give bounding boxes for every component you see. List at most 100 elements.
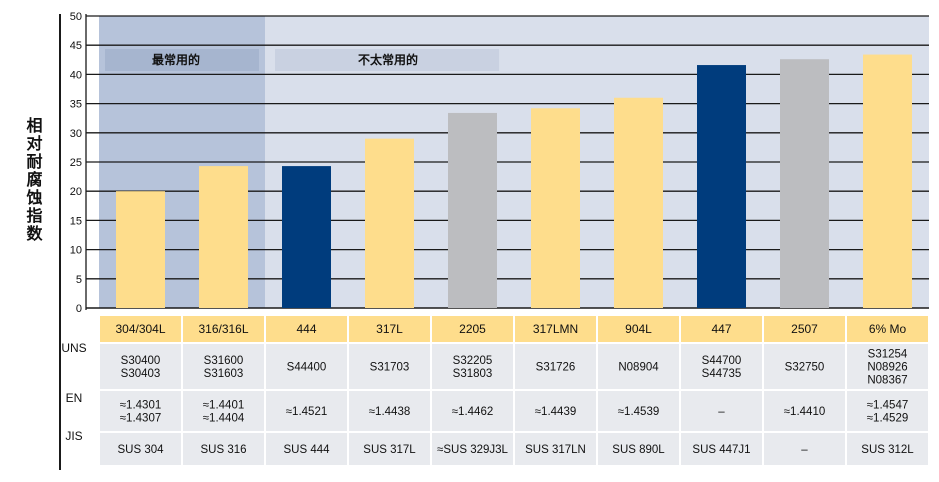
table-cell xyxy=(681,391,762,431)
table-cell-text: SUS 312L xyxy=(861,444,914,456)
y-tick-label: 40 xyxy=(70,69,82,81)
table-cell-text: S32750 xyxy=(785,362,825,374)
table-cell-line: S31603 xyxy=(204,368,244,380)
grade-label: 316/316L xyxy=(198,322,248,336)
table-cell-line: N08904 xyxy=(618,362,659,374)
y-axis-label: 相对耐腐蚀指数 xyxy=(24,116,44,243)
table-cell-line: S44400 xyxy=(287,362,327,374)
table-cell-text: ≈1.4539 xyxy=(618,406,660,418)
table-cell-text: ≈SUS 329J3L xyxy=(437,444,508,456)
table-cell xyxy=(598,391,679,431)
row-label-uns: UNS xyxy=(61,341,86,355)
bar-317L xyxy=(365,138,414,308)
table-cell-line: SUS 304 xyxy=(117,444,164,456)
table-cell xyxy=(515,344,596,389)
table-cell-line: SUS 312L xyxy=(861,444,914,456)
table-cell xyxy=(681,344,762,389)
row-label-jis: JIS xyxy=(65,429,82,443)
table-cell-line: ≈1.4301 xyxy=(120,400,162,412)
table-cell-line: SUS 317L xyxy=(363,444,416,456)
grade-label: 444 xyxy=(296,322,316,336)
table-cell-text: ≈1.4439 xyxy=(535,406,577,418)
table-cell-text: ≈1.4438 xyxy=(369,406,411,418)
grade-label: 2507 xyxy=(791,322,818,336)
table-cell-text: S32205 S31803 xyxy=(453,355,493,380)
table-cell-line: SUS 447J1 xyxy=(692,444,750,456)
table-cell xyxy=(100,391,181,431)
table-cell xyxy=(598,433,679,465)
table-cell xyxy=(100,433,181,465)
table-cell-text: ≈1.4462 xyxy=(452,406,494,418)
y-tick-labels: 0 5 10 15 20 25 30 35 40 45 50 xyxy=(70,11,82,315)
table-cell-line: – xyxy=(801,444,808,456)
table-cell xyxy=(266,344,347,389)
y-tick-label: 50 xyxy=(70,11,82,23)
grade-cell xyxy=(432,316,513,342)
y-tick-label: 20 xyxy=(70,186,82,198)
table-cell-line: ≈1.4438 xyxy=(369,406,411,418)
table-cell-text: S30400 S30403 xyxy=(121,355,161,380)
bar-316/316L xyxy=(199,166,248,308)
table-cell-line: ≈1.4529 xyxy=(867,413,909,425)
table-cell-text: S31726 xyxy=(536,362,576,374)
table-cell-text: S44700 S44735 xyxy=(702,355,742,380)
grade-table: 304/304L S30400 S30403 ≈1.4301 ≈1.4307 SUS 30… xyxy=(61,316,928,465)
table-cell-line: – xyxy=(718,406,725,418)
table-cell xyxy=(764,391,845,431)
table-cell-text: ≈1.4401 ≈1.4404 xyxy=(203,400,245,425)
table-cell-line: ≈1.4521 xyxy=(286,406,328,418)
bar-447 xyxy=(697,65,746,308)
grade-label: 2205 xyxy=(459,322,486,336)
bar-904L xyxy=(614,97,663,308)
y-tick-label: 0 xyxy=(76,303,82,315)
bar-444 xyxy=(282,166,331,308)
table-cell-line: S31600 xyxy=(204,355,244,367)
table-cell xyxy=(100,344,181,389)
table-cell-text: SUS 890L xyxy=(612,444,665,456)
table-cell-line: N08367 xyxy=(867,375,907,387)
bar-6% Mo xyxy=(863,54,912,308)
band-label-2: 不太常用的 xyxy=(358,52,418,67)
grade-cell xyxy=(183,316,264,342)
grade-cell xyxy=(764,316,845,342)
table-cell-text: SUS 447J1 xyxy=(692,444,750,456)
table-cell-line: ≈1.4410 xyxy=(784,406,826,418)
table-cell xyxy=(266,433,347,465)
y-tick-label: 45 xyxy=(70,40,82,52)
band-label-1: 最常用的 xyxy=(152,52,200,67)
table-cell-line: S31254 xyxy=(868,349,908,361)
table-cell-text: ≈1.4547 ≈1.4529 xyxy=(867,400,909,425)
table-cell-text: S44400 xyxy=(287,362,327,374)
table-cell-line: S44735 xyxy=(702,368,742,380)
y-tick-label: 15 xyxy=(70,215,82,227)
table-cell xyxy=(847,391,928,431)
grade-label: 447 xyxy=(711,322,731,336)
grade-cell xyxy=(847,316,928,342)
table-cell-text: ≈1.4301 ≈1.4307 xyxy=(120,400,162,425)
table-cell-line: SUS 316 xyxy=(200,444,246,456)
table-cell-line: ≈1.4462 xyxy=(452,406,494,418)
table-cell xyxy=(432,433,513,465)
table-cell-line: S31726 xyxy=(536,362,576,374)
y-tick-label: 30 xyxy=(70,128,82,140)
table-cell-text: SUS 304 xyxy=(117,444,164,456)
table-cell xyxy=(266,391,347,431)
grade-label: 317L xyxy=(376,322,403,336)
bar-2507 xyxy=(780,59,829,308)
table-cell-text: N08904 xyxy=(618,362,659,374)
bars xyxy=(116,54,912,308)
band-label-bg-2 xyxy=(275,49,500,71)
table-cell xyxy=(515,433,596,465)
table-cell-line: S30403 xyxy=(121,368,161,380)
table-cell-line: S44700 xyxy=(702,355,742,367)
table-cell-line: ≈1.4439 xyxy=(535,406,577,418)
table-cell-text: S31703 xyxy=(370,362,410,374)
bar-2205 xyxy=(448,112,497,308)
table-cell-text: SUS 316 xyxy=(200,444,246,456)
table-cell-text: SUS 317L xyxy=(363,444,416,456)
table-cell-line: ≈1.4539 xyxy=(618,406,660,418)
grade-cell xyxy=(681,316,762,342)
table-cell-text: – xyxy=(718,406,725,418)
grade-label: 304/304L xyxy=(115,322,165,336)
